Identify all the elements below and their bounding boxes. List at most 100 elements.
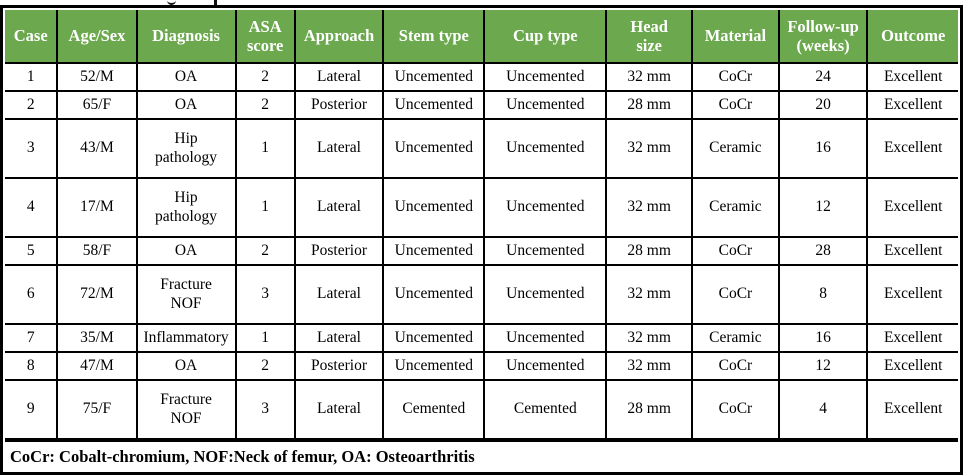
column-header-follow-up-weeks: Follow-up (weeks) — [777, 10, 869, 64]
table-cell-age-sex: 47/M — [56, 351, 138, 381]
table-cell-diagnosis: Inflammatory — [135, 323, 237, 353]
table-cell-follow-up-weeks: 16 — [777, 118, 869, 179]
table-cell-material: CoCr — [691, 236, 780, 266]
table-cell-follow-up-weeks: 28 — [777, 236, 869, 266]
footnote: CoCr: Cobalt-chromium, NOF:Neck of femur… — [5, 440, 958, 472]
table-cell-case: 9 — [5, 379, 59, 440]
table-row: 4 17/M Hip pathology 1 Lateral Uncemented Unce… — [5, 177, 958, 238]
table-cell-stem-type: Uncemented — [382, 90, 486, 120]
table-row: 2 65/F OA 2 Posterior Uncemented Uncemented 28 … — [5, 90, 958, 120]
table-cell-cup-type: Uncemented — [483, 236, 608, 266]
table-cell-approach: Posterior — [293, 351, 385, 381]
table-cell-approach: Lateral — [293, 177, 385, 238]
table-cell-material: CoCr — [691, 62, 780, 92]
table-cell-cup-type: Cemented — [483, 379, 608, 440]
table-cell-age-sex: 72/M — [56, 264, 138, 325]
table-cell-approach: Lateral — [293, 264, 385, 325]
table-cell-stem-type: Uncemented — [382, 264, 486, 325]
table-cell-head-size: 32 mm — [605, 351, 694, 381]
table-cell-outcome: Excellent — [866, 323, 958, 353]
table-cell-age-sex: 75/F — [56, 379, 138, 440]
table-cell-diagnosis: Fracture NOF — [135, 379, 237, 440]
table-cell-age-sex: 17/M — [56, 177, 138, 238]
column-header-asa-score: ASA score — [234, 10, 296, 64]
table-cell-approach: Lateral — [293, 379, 385, 440]
column-header-stem-type: Stem type — [382, 10, 486, 64]
table-cell-outcome: Excellent — [866, 236, 958, 266]
table-cell-head-size: 28 mm — [605, 379, 694, 440]
column-header-outcome: Outcome — [866, 10, 958, 64]
table-cell-head-size: 32 mm — [605, 177, 694, 238]
table-cell-cup-type: Uncemented — [483, 351, 608, 381]
table-cell-head-size: 28 mm — [605, 90, 694, 120]
table-row: 3 43/M Hip pathology 1 Lateral Uncemented Unce… — [5, 118, 958, 179]
letter-descender-g — [167, 0, 176, 5]
table-cell-material: Ceramic — [691, 323, 780, 353]
table-cell-material: CoCr — [691, 264, 780, 325]
cropped-caption-strip — [0, 0, 963, 5]
table-cell-asa-score: 3 — [234, 379, 296, 440]
table-cell-asa-score: 1 — [234, 118, 296, 179]
table-cell-diagnosis: OA — [135, 351, 237, 381]
table-cell-approach: Posterior — [293, 236, 385, 266]
table-cell-stem-type: Uncemented — [382, 118, 486, 179]
table-cell-outcome: Excellent — [866, 62, 958, 92]
table-cell-case: 5 — [5, 236, 59, 266]
table-cell-follow-up-weeks: 12 — [777, 351, 869, 381]
table-cell-stem-type: Uncemented — [382, 323, 486, 353]
table-row: 5 58/F OA 2 Posterior Uncemented Uncemented 28 … — [5, 236, 958, 266]
table-cell-case: 8 — [5, 351, 59, 381]
table-cell-material: Ceramic — [691, 118, 780, 179]
table-cell-stem-type: Uncemented — [382, 62, 486, 92]
table-cell-diagnosis: Hip pathology — [135, 177, 237, 238]
column-header-cup-type: Cup type — [483, 10, 608, 64]
table-cell-head-size: 32 mm — [605, 323, 694, 353]
table-cell-diagnosis: OA — [135, 62, 237, 92]
table-cell-approach: Lateral — [293, 62, 385, 92]
table-cell-material: CoCr — [691, 90, 780, 120]
column-header-approach: Approach — [293, 10, 385, 64]
table-cell-case: 3 — [5, 118, 59, 179]
column-header-head-size: Head size — [605, 10, 694, 64]
table-cell-follow-up-weeks: 16 — [777, 323, 869, 353]
table-cell-case: 7 — [5, 323, 59, 353]
table-frame: Case Age/Sex Diagnosis ASA score Approach Ste… — [0, 5, 963, 475]
table-cell-head-size: 28 mm — [605, 236, 694, 266]
table-cell-asa-score: 3 — [234, 264, 296, 325]
table-cell-case: 6 — [5, 264, 59, 325]
table-row: 6 72/M Fracture NOF 3 Lateral Uncemented Uncem… — [5, 264, 958, 325]
table-cell-case: 2 — [5, 90, 59, 120]
table-cell-stem-type: Uncemented — [382, 177, 486, 238]
header-row: Case Age/Sex Diagnosis ASA score Approach Ste… — [5, 10, 958, 64]
table-cell-follow-up-weeks: 8 — [777, 264, 869, 325]
table-cell-asa-score: 2 — [234, 62, 296, 92]
table-cell-diagnosis: Fracture NOF — [135, 264, 237, 325]
table-cell-outcome: Excellent — [866, 351, 958, 381]
table-cell-stem-type: Uncemented — [382, 351, 486, 381]
table-cell-material: CoCr — [691, 379, 780, 440]
table-cell-follow-up-weeks: 24 — [777, 62, 869, 92]
table-cell-outcome: Excellent — [866, 118, 958, 179]
letter-descender-p — [214, 0, 217, 5]
table-cell-asa-score: 1 — [234, 177, 296, 238]
column-header-diagnosis: Diagnosis — [135, 10, 237, 64]
table-row: 1 52/M OA 2 Lateral Uncemented Uncemented 32 mm… — [5, 62, 958, 92]
table-cell-material: CoCr — [691, 351, 780, 381]
column-header-material: Material — [691, 10, 780, 64]
table-cell-diagnosis: OA — [135, 90, 237, 120]
table-row: 8 47/M OA 2 Posterior Uncemented Uncemented 32 … — [5, 351, 958, 381]
table-cell-head-size: 32 mm — [605, 264, 694, 325]
table-cell-cup-type: Uncemented — [483, 177, 608, 238]
table-cell-case: 4 — [5, 177, 59, 238]
table-cell-cup-type: Uncemented — [483, 62, 608, 92]
table-cell-stem-type: Uncemented — [382, 236, 486, 266]
table-cell-age-sex: 52/M — [56, 62, 138, 92]
table-cell-asa-score: 2 — [234, 90, 296, 120]
table-cell-asa-score: 2 — [234, 351, 296, 381]
table-cell-age-sex: 43/M — [56, 118, 138, 179]
table-cell-approach: Lateral — [293, 323, 385, 353]
table-cell-approach: Posterior — [293, 90, 385, 120]
table-cell-follow-up-weeks: 4 — [777, 379, 869, 440]
table-cell-approach: Lateral — [293, 118, 385, 179]
table-cell-follow-up-weeks: 12 — [777, 177, 869, 238]
